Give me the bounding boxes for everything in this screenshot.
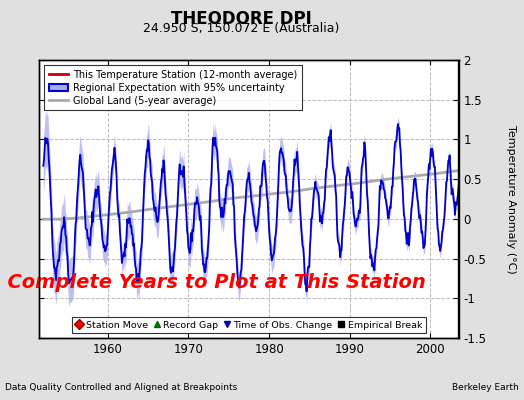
Text: 24.950 S, 150.072 E (Australia): 24.950 S, 150.072 E (Australia) — [143, 22, 339, 35]
Text: Data Quality Controlled and Aligned at Breakpoints: Data Quality Controlled and Aligned at B… — [5, 383, 237, 392]
Text: No Complete Years to Plot at This Station: No Complete Years to Plot at This Statio… — [0, 273, 426, 292]
Text: Berkeley Earth: Berkeley Earth — [452, 383, 519, 392]
Y-axis label: Temperature Anomaly (°C): Temperature Anomaly (°C) — [506, 125, 516, 273]
Legend: Station Move, Record Gap, Time of Obs. Change, Empirical Break: Station Move, Record Gap, Time of Obs. C… — [72, 317, 426, 333]
Text: THEODORE DPI: THEODORE DPI — [171, 10, 311, 28]
